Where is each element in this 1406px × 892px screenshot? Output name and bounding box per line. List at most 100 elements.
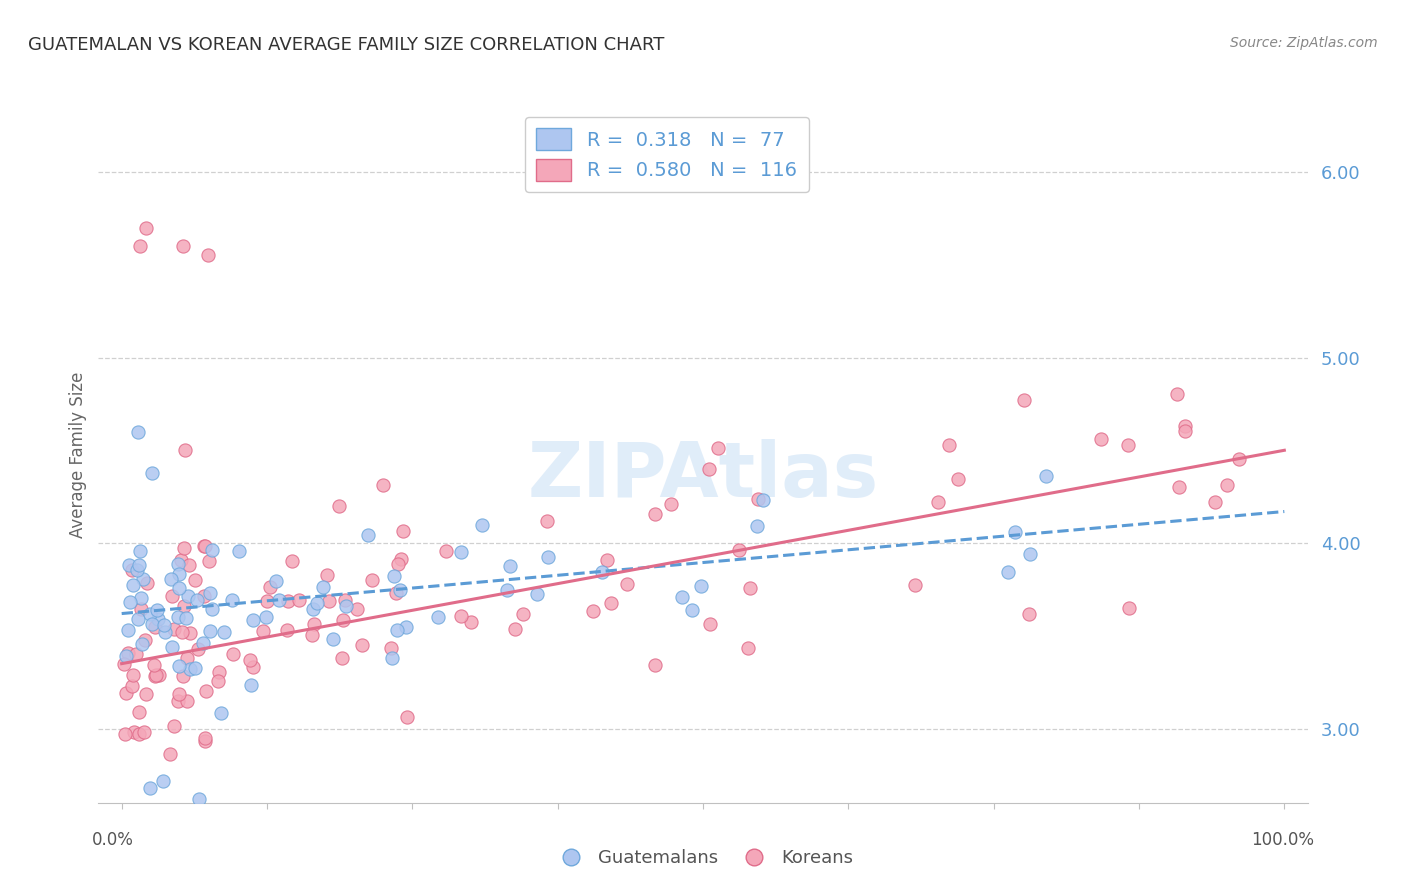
Point bbox=[152, 773, 174, 788]
Point bbox=[128, 239, 150, 253]
Point bbox=[117, 646, 139, 660]
Point bbox=[938, 438, 960, 452]
Point bbox=[737, 641, 759, 656]
Point bbox=[197, 248, 219, 262]
Point bbox=[240, 678, 263, 692]
Point bbox=[128, 558, 150, 572]
Point bbox=[135, 687, 157, 701]
Point bbox=[239, 653, 262, 667]
Point bbox=[127, 425, 149, 439]
Point bbox=[198, 586, 221, 600]
Point bbox=[136, 576, 159, 591]
Point bbox=[389, 582, 412, 597]
Point bbox=[707, 441, 730, 455]
Point bbox=[145, 668, 167, 682]
Point bbox=[384, 586, 406, 600]
Point bbox=[1019, 547, 1042, 561]
Point bbox=[927, 495, 949, 509]
Point bbox=[141, 467, 163, 481]
Point bbox=[1167, 480, 1189, 494]
Point bbox=[1090, 432, 1112, 446]
Point bbox=[114, 727, 136, 741]
Point bbox=[699, 616, 721, 631]
Y-axis label: Average Family Size: Average Family Size bbox=[69, 372, 87, 538]
Point bbox=[174, 443, 197, 458]
Point bbox=[159, 747, 181, 762]
Point bbox=[177, 589, 200, 603]
Point bbox=[129, 544, 152, 558]
Point bbox=[745, 519, 768, 533]
Point bbox=[728, 542, 751, 557]
Point bbox=[697, 462, 720, 476]
Point bbox=[387, 557, 409, 571]
Point bbox=[139, 780, 162, 795]
Point bbox=[194, 734, 217, 748]
Point bbox=[1012, 392, 1035, 407]
Point bbox=[385, 623, 408, 637]
Point bbox=[174, 611, 197, 625]
Point bbox=[256, 594, 278, 608]
Point bbox=[188, 792, 211, 806]
Point bbox=[277, 594, 299, 608]
Point bbox=[526, 587, 548, 601]
Point bbox=[127, 612, 149, 626]
Point bbox=[450, 609, 472, 624]
Point bbox=[179, 626, 201, 640]
Point bbox=[496, 583, 519, 598]
Point bbox=[191, 636, 214, 650]
Point bbox=[194, 684, 217, 698]
Point bbox=[128, 706, 150, 720]
Point bbox=[129, 601, 152, 615]
Point bbox=[301, 601, 323, 615]
Point bbox=[153, 618, 176, 632]
Point bbox=[1035, 468, 1057, 483]
Point bbox=[380, 651, 402, 665]
Point bbox=[121, 578, 143, 592]
Point bbox=[221, 592, 243, 607]
Point bbox=[194, 539, 217, 553]
Point bbox=[131, 637, 153, 651]
Point bbox=[288, 593, 311, 607]
Point bbox=[1216, 478, 1239, 492]
Point bbox=[160, 589, 183, 603]
Point bbox=[747, 492, 769, 507]
Point bbox=[201, 601, 224, 615]
Point bbox=[595, 553, 617, 567]
Point bbox=[146, 612, 169, 626]
Point bbox=[228, 544, 250, 558]
Legend: Guatemalans, Koreans: Guatemalans, Koreans bbox=[546, 842, 860, 874]
Point bbox=[997, 565, 1019, 579]
Point bbox=[460, 615, 482, 629]
Point bbox=[176, 694, 198, 708]
Text: Source: ZipAtlas.com: Source: ZipAtlas.com bbox=[1230, 36, 1378, 50]
Point bbox=[132, 572, 155, 586]
Point bbox=[499, 558, 522, 573]
Point bbox=[276, 623, 298, 637]
Point bbox=[671, 590, 693, 604]
Point bbox=[752, 492, 775, 507]
Point bbox=[322, 632, 344, 646]
Point bbox=[172, 624, 194, 639]
Point bbox=[155, 624, 177, 639]
Point bbox=[163, 719, 186, 733]
Point bbox=[179, 662, 201, 676]
Text: 100.0%: 100.0% bbox=[1250, 830, 1313, 848]
Point bbox=[169, 659, 191, 673]
Point bbox=[159, 572, 181, 586]
Point bbox=[281, 554, 304, 568]
Point bbox=[371, 478, 394, 492]
Point bbox=[471, 518, 494, 533]
Point bbox=[193, 589, 215, 603]
Point bbox=[167, 557, 190, 571]
Text: 0.0%: 0.0% bbox=[93, 830, 134, 848]
Point bbox=[129, 591, 152, 605]
Point bbox=[1118, 601, 1140, 615]
Point bbox=[166, 610, 188, 624]
Point bbox=[591, 565, 613, 579]
Point bbox=[186, 592, 208, 607]
Point bbox=[330, 650, 353, 665]
Point bbox=[644, 658, 666, 673]
Point bbox=[125, 647, 148, 661]
Point bbox=[1166, 387, 1188, 401]
Point bbox=[1174, 418, 1197, 433]
